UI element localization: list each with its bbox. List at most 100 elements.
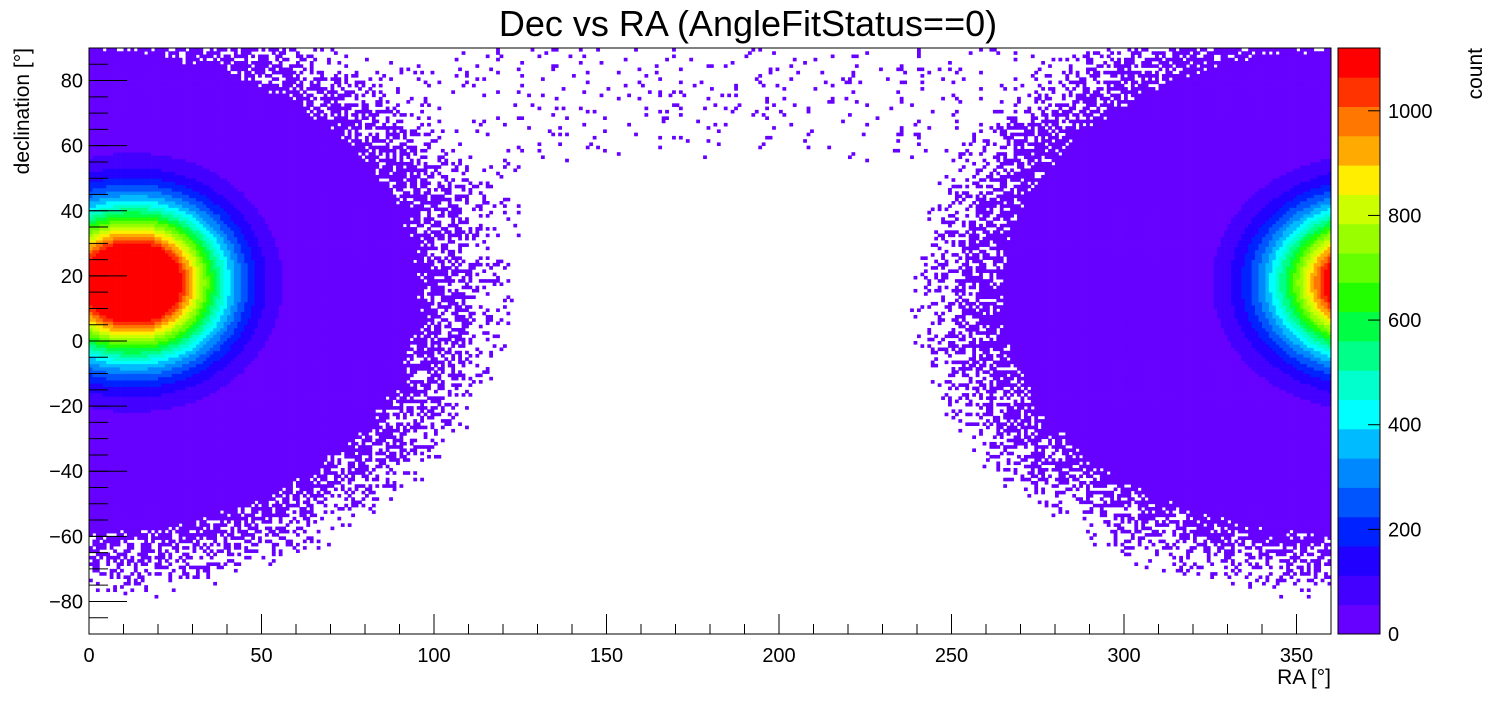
heatmap-cell	[189, 474, 193, 479]
heatmap-cell	[158, 262, 162, 267]
heatmap-cell	[154, 269, 159, 273]
heatmap-cell	[130, 272, 135, 277]
heatmap-cell	[182, 207, 186, 212]
heatmap-cell	[102, 90, 107, 94]
heatmap-cell	[113, 441, 117, 446]
heatmap-cell	[147, 367, 152, 371]
heatmap-cell	[137, 204, 142, 208]
heatmap-cell	[130, 122, 135, 127]
heatmap-cell	[92, 116, 97, 120]
heatmap-cell	[137, 373, 142, 378]
heatmap-cell	[89, 174, 93, 179]
heatmap-cell	[109, 204, 114, 208]
heatmap-cell	[137, 507, 142, 511]
heatmap-cell	[161, 135, 166, 140]
heatmap-cell	[137, 487, 142, 492]
heatmap-cell	[137, 285, 142, 290]
heatmap-cell	[116, 354, 121, 358]
heatmap-cell	[171, 331, 176, 335]
heatmap-cell	[185, 61, 190, 65]
heatmap-cell	[182, 373, 186, 378]
heatmap-cell	[133, 454, 138, 459]
heatmap-cell	[144, 292, 148, 296]
heatmap-cell	[116, 288, 121, 293]
heatmap-cell	[116, 357, 121, 361]
heatmap-cell	[144, 139, 148, 143]
heatmap-cell	[109, 259, 114, 264]
heatmap-cell	[133, 135, 138, 140]
heatmap-cell	[109, 109, 114, 114]
heatmap-cell	[95, 295, 100, 300]
heatmap-cell	[192, 126, 197, 130]
heatmap-cell	[192, 201, 197, 205]
heatmap-cell	[89, 487, 93, 492]
heatmap-cell	[137, 233, 142, 238]
heatmap-cell	[171, 526, 176, 531]
heatmap-cell	[95, 529, 100, 534]
heatmap-cell	[137, 184, 142, 189]
heatmap-cell	[168, 471, 173, 475]
heatmap-cell	[99, 220, 104, 225]
heatmap-cell	[154, 113, 159, 117]
heatmap-cell	[147, 523, 152, 527]
heatmap-cell	[99, 233, 104, 238]
heatmap-cell	[147, 80, 152, 85]
heatmap-cell	[168, 503, 173, 508]
heatmap-cell	[175, 441, 180, 446]
heatmap-cell	[151, 246, 155, 251]
heatmap-cell	[178, 272, 183, 277]
heatmap-cell	[182, 438, 186, 443]
heatmap-cell	[106, 187, 111, 192]
heatmap-cell	[106, 539, 111, 544]
heatmap-cell	[147, 399, 152, 404]
heatmap-cell	[151, 428, 155, 433]
heatmap-cell	[164, 389, 169, 394]
heatmap-cell	[137, 246, 142, 251]
heatmap-cell	[113, 77, 117, 81]
heatmap-cell	[133, 533, 138, 537]
heatmap-cell	[185, 367, 190, 371]
heatmap-cell	[106, 96, 111, 101]
heatmap-cell	[109, 393, 114, 397]
heatmap-cell	[106, 246, 111, 251]
heatmap-cell	[161, 409, 166, 413]
heatmap-cell	[154, 513, 159, 518]
heatmap-cell	[164, 503, 169, 508]
heatmap-cell	[171, 269, 176, 273]
heatmap-cell	[113, 67, 117, 72]
heatmap-cell	[123, 259, 128, 264]
heatmap-cell	[113, 210, 117, 215]
heatmap-cell	[144, 500, 148, 505]
heatmap-cell	[123, 487, 128, 492]
heatmap-cell	[189, 83, 193, 88]
heatmap-cell	[189, 402, 193, 407]
heatmap-cell	[130, 214, 135, 218]
heatmap-cell	[192, 51, 197, 55]
heatmap-cell	[123, 184, 128, 189]
heatmap-cell	[182, 201, 186, 205]
heatmap-cell	[144, 48, 148, 52]
heatmap-cell	[154, 301, 159, 306]
heatmap-cell	[144, 357, 148, 361]
heatmap-cell	[175, 327, 180, 332]
heatmap-cell	[130, 510, 135, 514]
heatmap-cell	[102, 454, 107, 459]
heatmap-cell	[113, 500, 117, 505]
heatmap-cell	[133, 249, 138, 254]
heatmap-cell	[89, 399, 93, 404]
heatmap-cell	[154, 318, 159, 322]
heatmap-cell	[192, 223, 197, 228]
heatmap-cell	[126, 74, 131, 78]
heatmap-cell	[154, 204, 159, 208]
heatmap-cell	[126, 445, 131, 449]
heatmap-cell	[102, 350, 107, 355]
heatmap-cell	[154, 74, 159, 78]
heatmap-cell	[154, 572, 159, 576]
heatmap-cell	[147, 542, 152, 547]
heatmap-cell	[182, 171, 186, 176]
heatmap-cell	[137, 266, 142, 270]
heatmap-cell	[185, 152, 190, 156]
heatmap-cell	[164, 311, 169, 316]
heatmap-cell	[137, 269, 142, 273]
heatmap-cell	[137, 207, 142, 212]
